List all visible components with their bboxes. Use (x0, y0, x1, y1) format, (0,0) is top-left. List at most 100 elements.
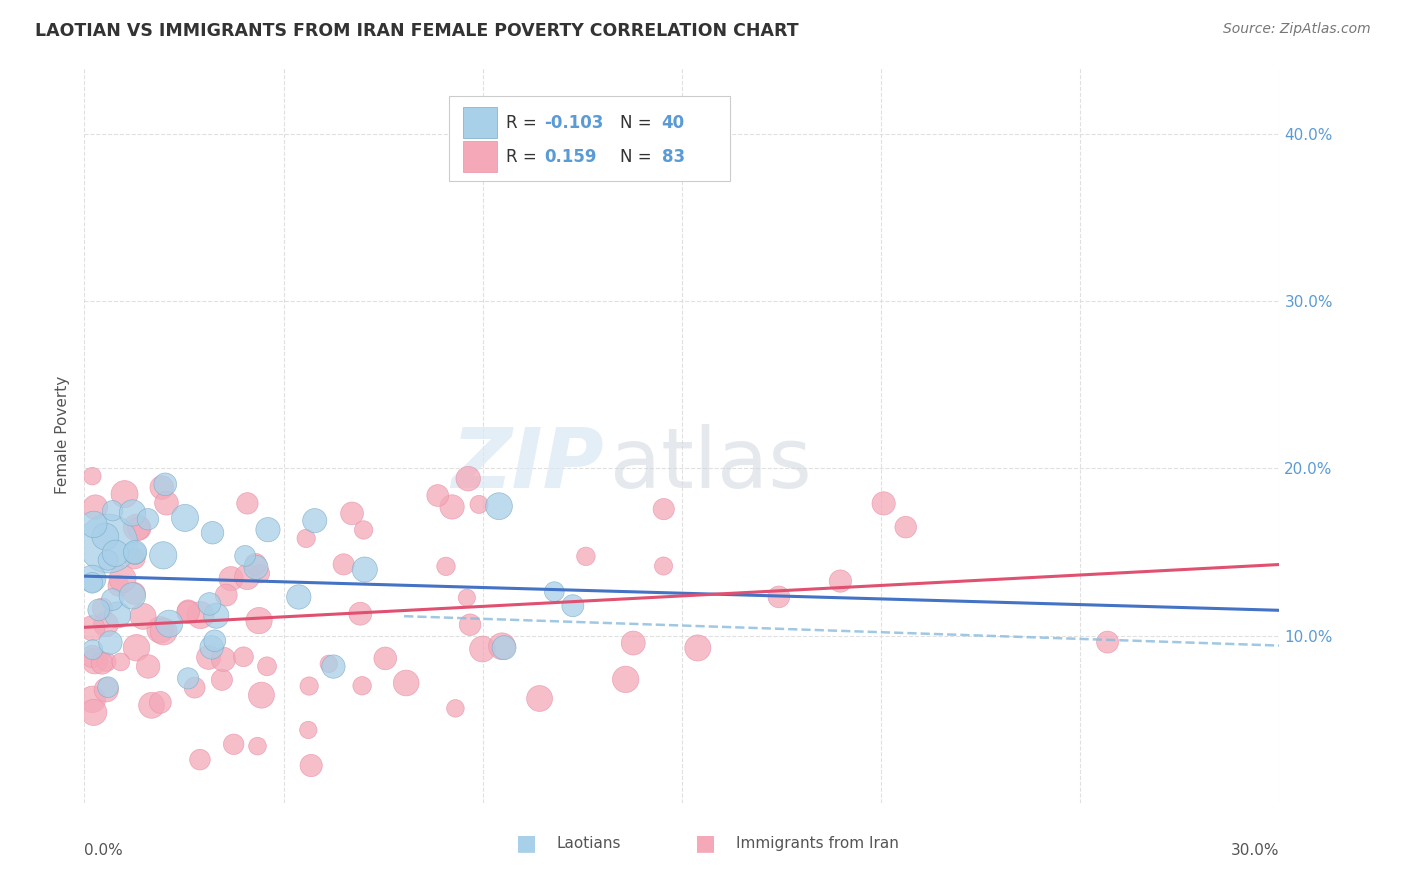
Point (114, 487, 136, 501)
Point (352, 679, 374, 693)
Point (149, 695, 172, 709)
Point (340, 507, 363, 521)
Point (247, 614, 270, 628)
FancyBboxPatch shape (449, 96, 730, 181)
Point (97, 553, 120, 567)
Text: -0.103: -0.103 (544, 114, 603, 132)
Point (349, 607, 371, 621)
Point (87, 603, 110, 617)
Point (121, 506, 143, 520)
Point (297, 723, 319, 737)
Point (1097, 635, 1119, 649)
Point (82, 469, 104, 483)
Point (82, 692, 104, 706)
Point (104, 546, 127, 560)
Point (107, 607, 129, 622)
Point (561, 599, 583, 613)
Point (299, 758, 322, 772)
Point (183, 681, 205, 695)
Point (110, 655, 132, 669)
Point (94, 617, 117, 632)
Text: N =: N = (620, 148, 657, 166)
Point (434, 559, 457, 574)
Point (82, 649, 104, 664)
Text: Laotians: Laotians (557, 836, 621, 851)
Text: 40: 40 (662, 114, 685, 132)
Point (121, 589, 143, 603)
Point (575, 549, 598, 564)
Point (222, 737, 245, 751)
Point (204, 633, 226, 648)
Point (82, 621, 104, 635)
Point (177, 604, 200, 618)
Point (94, 530, 117, 544)
Point (212, 652, 235, 666)
Point (157, 616, 180, 631)
Point (614, 673, 637, 687)
Point (232, 649, 254, 664)
Point (471, 642, 494, 657)
Point (529, 691, 551, 706)
Text: ■: ■ (696, 833, 716, 854)
Point (136, 659, 159, 673)
Point (295, 532, 318, 546)
Point (488, 499, 510, 513)
Point (395, 676, 418, 690)
Point (83, 654, 105, 668)
Point (468, 497, 491, 511)
Point (494, 640, 516, 655)
Text: 0.0%: 0.0% (84, 843, 124, 858)
Point (245, 560, 267, 574)
Point (124, 586, 146, 600)
Point (100, 635, 122, 649)
Point (125, 640, 148, 655)
Point (353, 523, 375, 537)
Point (219, 572, 242, 586)
Text: R =: R = (506, 114, 543, 132)
Point (82, 642, 104, 657)
Point (136, 512, 159, 526)
Point (96, 655, 118, 669)
Text: ZIP: ZIP (451, 424, 605, 505)
Point (322, 659, 344, 673)
Point (124, 546, 146, 560)
Point (245, 558, 267, 572)
Point (177, 605, 200, 619)
Text: ■: ■ (516, 833, 537, 854)
Point (152, 624, 174, 639)
Point (97, 536, 120, 550)
Point (830, 574, 852, 588)
Point (150, 481, 173, 495)
Point (426, 489, 449, 503)
Point (621, 636, 644, 650)
Text: 30.0%: 30.0% (1232, 843, 1279, 858)
Point (249, 566, 271, 581)
Point (101, 504, 124, 518)
Point (84, 500, 107, 515)
Point (458, 617, 481, 632)
Text: N =: N = (620, 114, 657, 132)
Text: Source: ZipAtlas.com: Source: ZipAtlas.com (1223, 22, 1371, 37)
Point (318, 657, 340, 671)
Point (125, 520, 148, 534)
FancyBboxPatch shape (463, 107, 496, 138)
Text: R =: R = (506, 148, 547, 166)
Point (124, 545, 146, 559)
Point (177, 671, 200, 685)
Point (250, 688, 273, 702)
Point (111, 572, 134, 586)
Point (155, 477, 177, 491)
Point (141, 698, 163, 713)
Point (543, 584, 565, 599)
Point (246, 739, 269, 753)
Point (190, 608, 212, 623)
Point (256, 659, 278, 673)
Point (233, 549, 256, 563)
Point (91, 601, 114, 615)
Point (236, 496, 259, 510)
Point (174, 511, 197, 525)
Point (132, 609, 155, 624)
Point (353, 563, 375, 577)
Point (686, 640, 709, 655)
Point (83, 706, 105, 720)
